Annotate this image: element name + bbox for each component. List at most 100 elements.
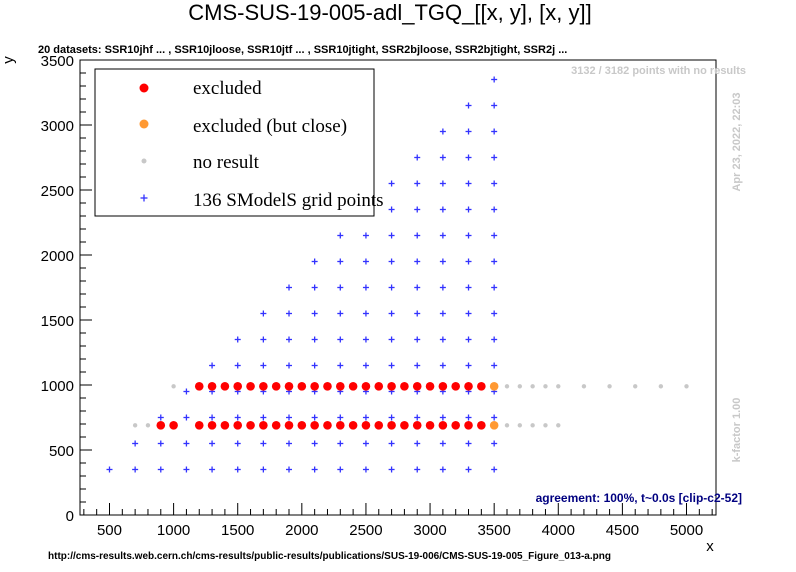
grid-point [311, 258, 318, 265]
grid-point [260, 466, 267, 473]
points-info-annotation: 3132 / 3182 points with no results [571, 65, 746, 77]
x-tick-label: 4000 [542, 522, 575, 539]
excluded-point [477, 421, 486, 430]
grid-point [388, 362, 395, 369]
grid-point [234, 466, 241, 473]
grid-point [337, 362, 344, 369]
legend-label-grid-points: 136 SModelS grid points [193, 190, 384, 211]
excluded-point [361, 421, 371, 430]
no-result-point [530, 384, 535, 389]
excluded-point [400, 382, 409, 391]
no-result-point [556, 384, 561, 389]
excluded-point [233, 382, 243, 391]
excluded-point [335, 421, 345, 430]
no-result-point [684, 384, 689, 389]
grid-point [311, 336, 318, 343]
excluded-point [246, 382, 255, 391]
axis-ticks [80, 59, 713, 516]
grid-point [234, 414, 241, 421]
grid-point [465, 310, 472, 317]
no-result-point [607, 384, 612, 389]
grid-point [439, 258, 446, 265]
excluded-point [156, 421, 166, 430]
grid-point [465, 102, 472, 109]
excluded-point [451, 421, 461, 430]
grid-point [234, 440, 241, 447]
grid-point [234, 362, 241, 369]
no-result-point [633, 384, 638, 389]
y-tick-label: 2000 [41, 248, 74, 265]
grid-point [491, 440, 498, 447]
y-tick-label: 3000 [41, 118, 74, 135]
y-tick-label: 3500 [41, 53, 74, 70]
excluded-point [425, 421, 435, 430]
excluded-point [425, 382, 435, 391]
grid-point [414, 414, 421, 421]
excluded-point [438, 421, 448, 430]
grid-point [337, 232, 344, 239]
grid-point [337, 440, 344, 447]
excluded-point [246, 421, 255, 430]
legend-label-excluded-close: excluded (but close) [193, 116, 347, 137]
axis-tick-labels: 500 1000 1500 2000 2500 3000 3500 4000 4500 5000 0… [41, 53, 704, 539]
grid-point [362, 310, 369, 317]
grid-point [183, 466, 190, 473]
grid-point [439, 232, 446, 239]
grid-point [491, 466, 498, 473]
no-result-point [517, 423, 523, 428]
grid-point [414, 180, 421, 187]
grid-point [388, 232, 395, 239]
chart-title: CMS-SUS-19-005-adl_TGQ_[[x, y], [x, y]] [188, 0, 591, 25]
grid-point [362, 466, 369, 473]
grid-point [209, 414, 216, 421]
grid-point [465, 440, 472, 447]
grid-point [439, 362, 446, 369]
grid-point [388, 206, 395, 213]
grid-point [286, 284, 293, 291]
grid-point [465, 180, 472, 187]
y-tick-label: 1000 [41, 378, 74, 395]
grid-point [414, 284, 421, 291]
excluded-point [207, 382, 217, 391]
excluded-point [271, 421, 281, 430]
excluded-point [374, 382, 384, 391]
grid-point [388, 284, 395, 291]
excluded-point [451, 382, 461, 391]
legend-label-no-result: no result [193, 152, 260, 173]
grid-point [414, 232, 421, 239]
grid-point [491, 232, 498, 239]
excluded-point [271, 382, 281, 391]
grid-point [286, 310, 293, 317]
chart-subtitle: 20 datasets: SSR10jhf ... , SSR10jloose,… [38, 44, 567, 56]
timestamp-annotation: Apr 23, 2022, 22:03 [731, 92, 743, 191]
grid-point [157, 466, 164, 473]
grid-point [414, 440, 421, 447]
no-result-point [504, 384, 510, 389]
no-result-point [543, 384, 548, 389]
grid-point [414, 466, 421, 473]
excluded-point [438, 382, 448, 391]
excluded-point [220, 382, 230, 391]
excluded-point [348, 382, 358, 391]
excluded-point [412, 421, 422, 430]
grid-point [183, 440, 190, 447]
y-tick-label: 500 [49, 443, 74, 460]
grid-point [491, 180, 498, 187]
grid-point [388, 258, 395, 265]
y-tick-label: 0 [66, 508, 74, 525]
legend: excluded excluded (but close) no result … [94, 68, 384, 217]
grid-point [311, 414, 318, 421]
grid-point [209, 466, 216, 473]
excluded-point [194, 421, 204, 430]
excluded-close-point [489, 421, 499, 430]
grid-point [414, 258, 421, 265]
grid-point [465, 466, 472, 473]
no-result-point [530, 423, 535, 428]
grid-point [183, 388, 190, 395]
legend-label-excluded: excluded [193, 78, 262, 99]
grid-point [260, 336, 267, 343]
grid-point [183, 414, 190, 421]
grid-point [491, 336, 498, 343]
no-result-point [145, 423, 151, 428]
grid-point [132, 440, 139, 447]
